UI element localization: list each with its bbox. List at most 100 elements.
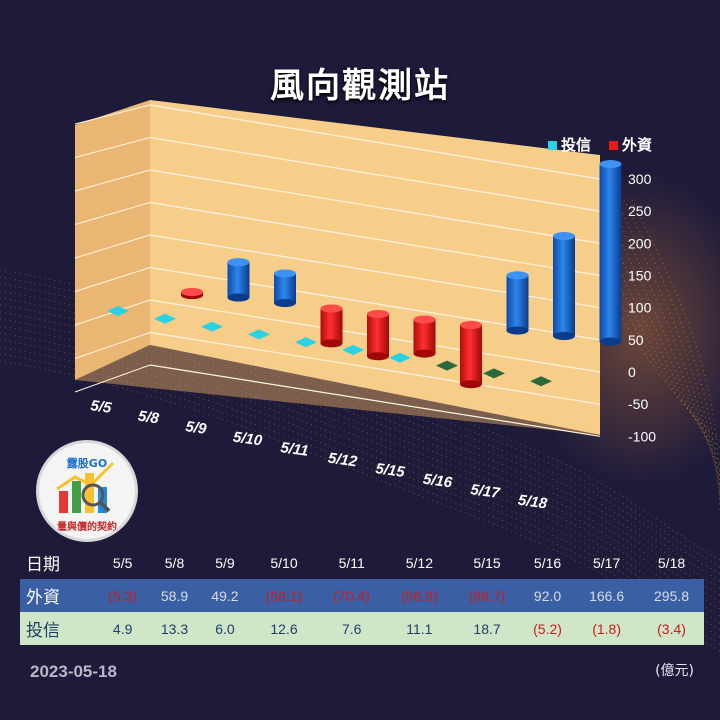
foreign-bar-negative: [367, 314, 389, 357]
x-axis-ticks: 5/5 5/8 5/9 5/10 5/11 5/12 5/15 5/16 5/17 5/18: [89, 397, 548, 512]
legend-label-trust: 投信: [561, 136, 592, 154]
x-tick-label: 5/11: [279, 439, 309, 460]
table-cell: (5.3): [96, 579, 150, 612]
chart-floor: [75, 345, 600, 435]
trust-bar: [436, 360, 458, 371]
table-cell: 11.1: [385, 612, 454, 645]
foreign-bar-base: [553, 332, 575, 340]
trust-bar: [483, 368, 505, 379]
table-cell: 5/11: [338, 554, 365, 571]
table-cell: (1.8): [574, 612, 640, 645]
trust-bar: [154, 313, 176, 324]
gridline-side: [74, 104, 151, 125]
y-tick-label: 150: [628, 268, 652, 284]
foreign-bar-base: [227, 293, 250, 302]
foreign-bar-base: [460, 380, 482, 389]
foreign-bar-base: [506, 326, 529, 335]
y-tick-label: -50: [628, 396, 648, 412]
table-cell: 7.6: [317, 612, 386, 645]
gridline-side: [74, 364, 151, 393]
table-cell: 58.9: [149, 579, 200, 612]
foreign-bar-positive: [599, 164, 622, 342]
logo-chart-icon: [56, 461, 115, 513]
gridline: [149, 331, 601, 405]
gridline-side: [74, 332, 151, 359]
trust-bar: [342, 345, 364, 355]
table-cell: 18.7: [453, 612, 521, 645]
table-cell: 5/16: [533, 554, 562, 571]
table-cell: 5/17: [592, 554, 621, 571]
x-tick-label: 5/15: [374, 460, 406, 481]
y-tick-label: 250: [628, 203, 652, 219]
row-header-trust: 投信: [20, 612, 96, 645]
gridline: [149, 104, 601, 180]
table-cell: 5/18: [657, 554, 686, 571]
gridline: [149, 364, 601, 437]
table-cell: 166.6: [574, 579, 640, 612]
foreign-bar-cap: [181, 288, 203, 296]
table-cell: 49.2: [199, 579, 251, 612]
foreign-bar-cap: [599, 160, 622, 169]
table-cell: (58.1): [250, 579, 318, 612]
report-date: 2023-05-18: [30, 662, 117, 681]
y-tick-label: 100: [628, 300, 652, 316]
logo-slogan-text: 量與價的契約: [57, 522, 117, 533]
y-tick-label: -100: [628, 428, 656, 444]
legend-item-foreign: 外資: [609, 134, 652, 155]
table-cell: 13.3: [149, 612, 200, 645]
foreign-bar-cap: [506, 271, 529, 280]
row-header-foreign: 外資: [20, 579, 96, 612]
gridline: [149, 201, 601, 277]
logo-brand-text: 露股GO: [66, 457, 108, 470]
background-wave-line: [599, 199, 720, 481]
table-cell: 295.8: [639, 579, 704, 612]
foreign-bar-negative: [320, 308, 343, 344]
foreign-bar-base: [320, 339, 343, 348]
legend-swatch-trust: [548, 141, 557, 150]
x-tick-label: 5/10: [232, 429, 264, 450]
table-cell: (56.8): [385, 579, 454, 612]
table-row-foreign: 外資 (5.3) 58.9 49.2 (58.1) (70.4) (56.8) …: [20, 579, 704, 612]
gridline-side: [74, 137, 151, 158]
legend-swatch-foreign: [609, 141, 619, 150]
table-row-trust: 投信 4.9 13.3 6.0 12.6 7.6 11.1 18.7 (5.2)…: [20, 612, 704, 645]
x-tick-label: 5/16: [422, 471, 454, 492]
foreign-bar-base: [367, 352, 389, 361]
gridline: [149, 169, 601, 244]
y-tick-label: 300: [628, 171, 652, 187]
table-cell: 12.6: [250, 612, 318, 645]
foreign-bar-cap: [227, 258, 250, 267]
foreign-bar-cap: [274, 269, 296, 278]
foreign-bar-cap: [553, 232, 575, 241]
foreign-bar-positive: [553, 236, 575, 336]
trust-bar: [107, 306, 129, 316]
trust-bar: [530, 376, 552, 387]
foreign-bar-positive: [506, 275, 529, 331]
x-tick-label: 5/8: [137, 408, 161, 428]
table-cell: 5/5: [112, 554, 133, 571]
table-cell: (70.4): [317, 579, 386, 612]
y-axis-ticks: 300 250 200 150 100 50 0 -50 -100: [628, 171, 656, 444]
trust-bar: [248, 329, 270, 340]
gridline: [149, 136, 601, 212]
legend: 投信 外資: [548, 134, 652, 155]
y-tick-label: 50: [628, 332, 644, 348]
table-cell: 4.9: [96, 612, 150, 645]
background-wave-line: [559, 199, 720, 441]
foreign-bar-positive: [227, 262, 250, 298]
data-table: 日期 5/5 5/8 5/9 5/10 5/11 5/12 5/15 5/16 …: [20, 546, 704, 645]
x-tick-label: 5/12: [327, 450, 359, 471]
x-tick-label: 5/18: [517, 492, 549, 513]
gridline-side: [74, 234, 151, 259]
table-cell: 92.0: [520, 579, 575, 612]
chart-marks: [107, 160, 622, 389]
background-wave-line: [607, 199, 720, 489]
table-cell: (3.4): [639, 612, 704, 645]
x-tick-label: 5/17: [469, 481, 501, 502]
table-cell: 5/15: [473, 554, 501, 571]
table-row-dates: 日期 5/5 5/8 5/9 5/10 5/11 5/12 5/15 5/16 …: [20, 546, 704, 579]
foreign-bar-base: [413, 349, 436, 358]
trust-bar: [389, 352, 411, 363]
trust-bar: [295, 337, 317, 348]
row-header-date: 日期: [26, 555, 60, 574]
